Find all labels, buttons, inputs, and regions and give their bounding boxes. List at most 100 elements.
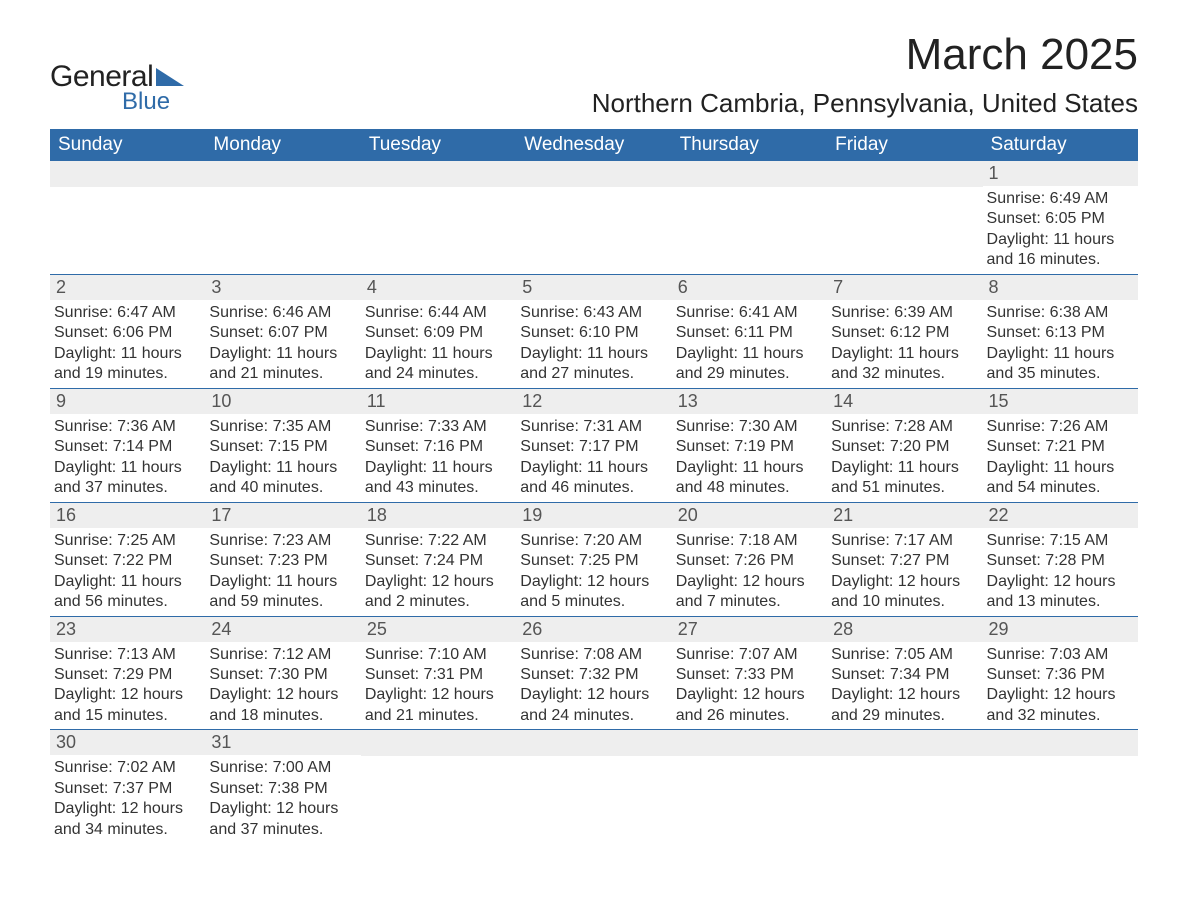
daylight-line: Daylight: 12 hours and 5 minutes. xyxy=(520,572,667,613)
daylight-line: Daylight: 11 hours and 51 minutes. xyxy=(831,458,978,499)
daylight-line: Daylight: 11 hours and 46 minutes. xyxy=(520,458,667,499)
day-cell xyxy=(516,730,671,843)
daylight-line: Daylight: 12 hours and 10 minutes. xyxy=(831,572,978,613)
daylight-line: Daylight: 12 hours and 32 minutes. xyxy=(987,685,1134,726)
day-cell: 17Sunrise: 7:23 AMSunset: 7:23 PMDayligh… xyxy=(205,503,360,616)
daylight-line: Daylight: 11 hours and 24 minutes. xyxy=(365,344,512,385)
day-body: Sunrise: 7:33 AMSunset: 7:16 PMDaylight:… xyxy=(361,414,516,502)
daylight-line: Daylight: 11 hours and 59 minutes. xyxy=(209,572,356,613)
day-number: 18 xyxy=(361,503,516,528)
day-cell: 2Sunrise: 6:47 AMSunset: 6:06 PMDaylight… xyxy=(50,275,205,388)
sunrise-line: Sunrise: 7:28 AM xyxy=(831,417,978,437)
day-cell xyxy=(205,161,360,274)
daylight-line: Daylight: 11 hours and 40 minutes. xyxy=(209,458,356,499)
day-body: Sunrise: 6:41 AMSunset: 6:11 PMDaylight:… xyxy=(672,300,827,388)
day-number-empty xyxy=(361,730,516,756)
week-row: 1Sunrise: 6:49 AMSunset: 6:05 PMDaylight… xyxy=(50,161,1138,274)
sunset-line: Sunset: 6:10 PM xyxy=(520,323,667,343)
day-body: Sunrise: 7:13 AMSunset: 7:29 PMDaylight:… xyxy=(50,642,205,730)
week-row: 9Sunrise: 7:36 AMSunset: 7:14 PMDaylight… xyxy=(50,388,1138,502)
day-body: Sunrise: 7:26 AMSunset: 7:21 PMDaylight:… xyxy=(983,414,1138,502)
week-row: 2Sunrise: 6:47 AMSunset: 6:06 PMDaylight… xyxy=(50,274,1138,388)
day-body: Sunrise: 7:12 AMSunset: 7:30 PMDaylight:… xyxy=(205,642,360,730)
day-cell xyxy=(361,730,516,843)
day-body: Sunrise: 7:28 AMSunset: 7:20 PMDaylight:… xyxy=(827,414,982,502)
day-cell: 11Sunrise: 7:33 AMSunset: 7:16 PMDayligh… xyxy=(361,389,516,502)
day-cell xyxy=(983,730,1138,843)
day-number: 24 xyxy=(205,617,360,642)
brand-logo: General Blue xyxy=(50,60,184,116)
day-body: Sunrise: 7:17 AMSunset: 7:27 PMDaylight:… xyxy=(827,528,982,616)
sunrise-line: Sunrise: 6:39 AM xyxy=(831,303,978,323)
sunset-line: Sunset: 7:14 PM xyxy=(54,437,201,457)
sunrise-line: Sunrise: 7:15 AM xyxy=(987,531,1134,551)
day-cell xyxy=(361,161,516,274)
day-body: Sunrise: 7:36 AMSunset: 7:14 PMDaylight:… xyxy=(50,414,205,502)
day-cell: 13Sunrise: 7:30 AMSunset: 7:19 PMDayligh… xyxy=(672,389,827,502)
day-number: 13 xyxy=(672,389,827,414)
weeks-container: 1Sunrise: 6:49 AMSunset: 6:05 PMDaylight… xyxy=(50,161,1138,843)
sunset-line: Sunset: 7:20 PM xyxy=(831,437,978,457)
day-body: Sunrise: 7:07 AMSunset: 7:33 PMDaylight:… xyxy=(672,642,827,730)
day-body: Sunrise: 7:30 AMSunset: 7:19 PMDaylight:… xyxy=(672,414,827,502)
daylight-line: Daylight: 11 hours and 32 minutes. xyxy=(831,344,978,385)
day-number: 5 xyxy=(516,275,671,300)
day-number-empty xyxy=(361,161,516,187)
day-number: 19 xyxy=(516,503,671,528)
day-cell: 12Sunrise: 7:31 AMSunset: 7:17 PMDayligh… xyxy=(516,389,671,502)
day-number: 7 xyxy=(827,275,982,300)
weekday-header: Wednesday xyxy=(516,129,671,161)
daylight-line: Daylight: 12 hours and 37 minutes. xyxy=(209,799,356,840)
day-cell: 14Sunrise: 7:28 AMSunset: 7:20 PMDayligh… xyxy=(827,389,982,502)
daylight-line: Daylight: 12 hours and 26 minutes. xyxy=(676,685,823,726)
sunrise-line: Sunrise: 7:30 AM xyxy=(676,417,823,437)
day-number-empty xyxy=(983,730,1138,756)
day-cell: 16Sunrise: 7:25 AMSunset: 7:22 PMDayligh… xyxy=(50,503,205,616)
sunset-line: Sunset: 7:25 PM xyxy=(520,551,667,571)
day-number: 1 xyxy=(983,161,1138,186)
sunrise-line: Sunrise: 7:26 AM xyxy=(987,417,1134,437)
sunset-line: Sunset: 7:33 PM xyxy=(676,665,823,685)
day-number: 3 xyxy=(205,275,360,300)
day-body: Sunrise: 6:43 AMSunset: 6:10 PMDaylight:… xyxy=(516,300,671,388)
day-number: 29 xyxy=(983,617,1138,642)
sunrise-line: Sunrise: 7:23 AM xyxy=(209,531,356,551)
day-body: Sunrise: 7:23 AMSunset: 7:23 PMDaylight:… xyxy=(205,528,360,616)
week-row: 30Sunrise: 7:02 AMSunset: 7:37 PMDayligh… xyxy=(50,729,1138,843)
sunset-line: Sunset: 7:28 PM xyxy=(987,551,1134,571)
day-number: 23 xyxy=(50,617,205,642)
day-cell: 23Sunrise: 7:13 AMSunset: 7:29 PMDayligh… xyxy=(50,617,205,730)
day-cell xyxy=(50,161,205,274)
sunrise-line: Sunrise: 6:47 AM xyxy=(54,303,201,323)
day-cell: 27Sunrise: 7:07 AMSunset: 7:33 PMDayligh… xyxy=(672,617,827,730)
day-cell: 25Sunrise: 7:10 AMSunset: 7:31 PMDayligh… xyxy=(361,617,516,730)
day-cell: 6Sunrise: 6:41 AMSunset: 6:11 PMDaylight… xyxy=(672,275,827,388)
sunrise-line: Sunrise: 7:36 AM xyxy=(54,417,201,437)
day-cell: 24Sunrise: 7:12 AMSunset: 7:30 PMDayligh… xyxy=(205,617,360,730)
day-number: 12 xyxy=(516,389,671,414)
day-number: 2 xyxy=(50,275,205,300)
day-number: 21 xyxy=(827,503,982,528)
day-number: 17 xyxy=(205,503,360,528)
weekday-header: Friday xyxy=(827,129,982,161)
day-cell: 31Sunrise: 7:00 AMSunset: 7:38 PMDayligh… xyxy=(205,730,360,843)
sunset-line: Sunset: 7:23 PM xyxy=(209,551,356,571)
sunrise-line: Sunrise: 7:05 AM xyxy=(831,645,978,665)
title-block: March 2025 Northern Cambria, Pennsylvani… xyxy=(592,30,1138,119)
day-number-empty xyxy=(672,161,827,187)
day-body: Sunrise: 6:38 AMSunset: 6:13 PMDaylight:… xyxy=(983,300,1138,388)
daylight-line: Daylight: 11 hours and 56 minutes. xyxy=(54,572,201,613)
sunset-line: Sunset: 7:36 PM xyxy=(987,665,1134,685)
sunset-line: Sunset: 7:15 PM xyxy=(209,437,356,457)
day-number: 25 xyxy=(361,617,516,642)
daylight-line: Daylight: 12 hours and 29 minutes. xyxy=(831,685,978,726)
sunset-line: Sunset: 7:16 PM xyxy=(365,437,512,457)
sunset-line: Sunset: 7:22 PM xyxy=(54,551,201,571)
day-number: 30 xyxy=(50,730,205,755)
day-cell: 22Sunrise: 7:15 AMSunset: 7:28 PMDayligh… xyxy=(983,503,1138,616)
daylight-line: Daylight: 11 hours and 37 minutes. xyxy=(54,458,201,499)
day-number-empty xyxy=(827,161,982,187)
sunset-line: Sunset: 7:24 PM xyxy=(365,551,512,571)
day-number: 20 xyxy=(672,503,827,528)
sunrise-line: Sunrise: 7:31 AM xyxy=(520,417,667,437)
